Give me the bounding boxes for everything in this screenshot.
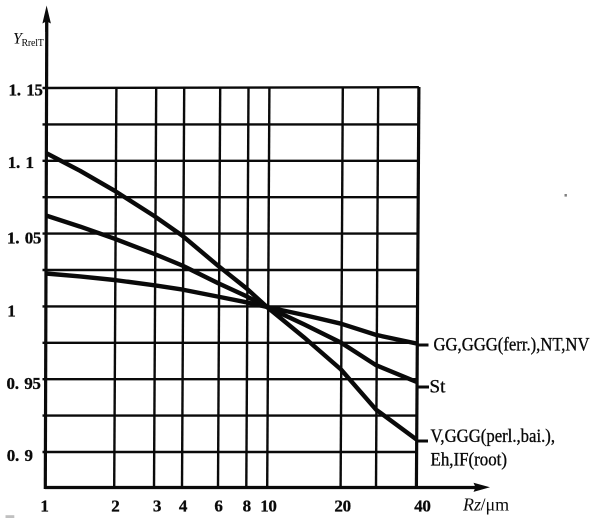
svg-text:40: 40 (414, 497, 430, 516)
svg-text:10: 10 (260, 497, 276, 516)
svg-text:1: 1 (7, 302, 15, 321)
svg-text:2: 2 (111, 497, 119, 516)
svg-text:0. 95: 0. 95 (7, 374, 41, 393)
svg-text:Y: Y (13, 31, 24, 48)
svg-text:3: 3 (153, 497, 161, 516)
svg-text:8: 8 (243, 497, 251, 516)
svg-text:1. 05: 1. 05 (7, 229, 41, 248)
svg-text:1. 15: 1. 15 (9, 80, 43, 99)
svg-text:1: 1 (40, 497, 48, 516)
svg-text:V,GGG(perl.,bai.),: V,GGG(perl.,bai.), (431, 426, 556, 447)
svg-text:/μm: /μm (481, 495, 510, 515)
svg-text:Rz: Rz (462, 495, 481, 515)
svg-text:St: St (430, 377, 447, 398)
svg-text:0. 9: 0. 9 (7, 446, 33, 465)
svg-text:4: 4 (179, 497, 188, 516)
svg-text:GG,GGG(ferr.),NT,NV: GG,GGG(ferr.),NT,NV (434, 335, 590, 356)
svg-text:Eh,IF(root): Eh,IF(root) (431, 450, 508, 471)
svg-text:RrelT: RrelT (22, 38, 44, 49)
svg-text:1. 1: 1. 1 (8, 153, 34, 172)
svg-text:6: 6 (214, 497, 222, 516)
svg-text:20: 20 (334, 497, 350, 516)
